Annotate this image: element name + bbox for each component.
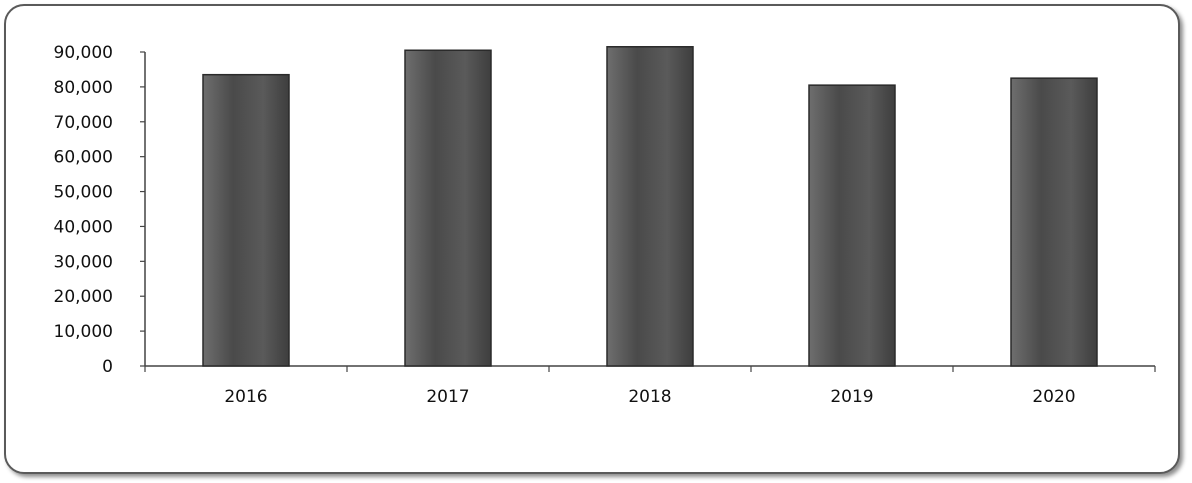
y-tick-label: 10,000: [54, 322, 113, 342]
x-category-label: 2018: [628, 387, 671, 407]
y-tick-label: 90,000: [54, 43, 113, 63]
y-tick-label: 60,000: [54, 148, 113, 168]
y-tick-label: 70,000: [54, 113, 113, 133]
y-tick-label: 80,000: [54, 78, 113, 98]
x-category-label: 2020: [1032, 387, 1075, 407]
x-category-label: 2016: [224, 387, 267, 407]
bar-2018: [606, 46, 694, 367]
bar-2020: [1010, 77, 1098, 367]
bar-2016: [202, 73, 290, 367]
bar-2017: [404, 49, 492, 367]
y-tick-label: 50,000: [54, 183, 113, 203]
x-category-label: 2019: [830, 387, 873, 407]
chart-frame: [4, 4, 1180, 474]
y-tick-label: 0: [102, 357, 113, 377]
x-category-label: 2017: [426, 387, 469, 407]
y-tick-label: 20,000: [54, 287, 113, 307]
y-tick-label: 40,000: [54, 217, 113, 237]
bar-2019: [808, 84, 896, 367]
y-tick-label: 30,000: [54, 252, 113, 272]
